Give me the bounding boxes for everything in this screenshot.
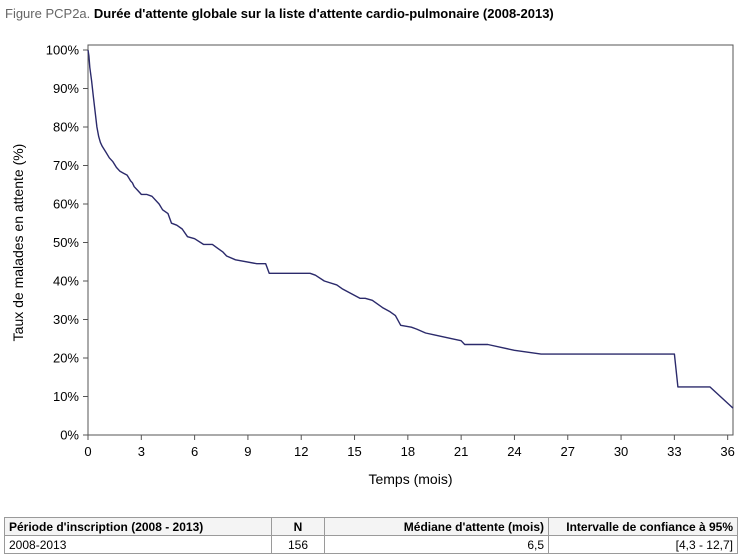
cell-ci: [4,3 - 12,7]	[548, 535, 738, 554]
x-tick-label: 9	[244, 444, 251, 459]
y-tick-label: 60%	[53, 197, 79, 212]
y-tick-label: 80%	[53, 120, 79, 135]
figure-number: Figure PCP2a.	[5, 6, 91, 21]
y-tick-label: 40%	[53, 274, 79, 289]
x-tick-label: 18	[401, 444, 415, 459]
y-axis-title: Taux de malades en attente (%)	[10, 144, 26, 342]
series-layer	[87, 49, 734, 409]
x-axis: 0 3 6 9 12 15 18 21 24 27 30 33 36	[84, 435, 735, 459]
summary-table: Période d'inscription (2008 - 2013) N Mé…	[4, 517, 738, 554]
header-period: Période d'inscription (2008 - 2013)	[4, 517, 272, 536]
x-tick-label: 3	[138, 444, 145, 459]
plot-frame	[87, 44, 734, 436]
x-tick-label: 33	[667, 444, 681, 459]
header-ci: Intervalle de confiance à 95%	[548, 517, 738, 536]
table-header-row: Période d'inscription (2008 - 2013) N Mé…	[4, 517, 738, 536]
cell-median: 6,5	[324, 535, 549, 554]
y-tick-label: 10%	[53, 389, 79, 404]
x-tick-label: 27	[561, 444, 575, 459]
x-tick-label: 24	[507, 444, 521, 459]
figure-title: Figure PCP2a. Durée d'attente globale su…	[5, 6, 554, 21]
x-tick-label: 12	[294, 444, 308, 459]
y-tick-label: 20%	[53, 351, 79, 366]
cell-n: 156	[271, 535, 325, 554]
figure-title-text: Durée d'attente globale sur la liste d'a…	[93, 6, 554, 21]
y-tick-label: 100%	[46, 43, 80, 58]
x-axis-title: Temps (mois)	[368, 471, 452, 487]
x-tick-label: 21	[454, 444, 468, 459]
y-axis: 0% 10% 20% 30% 40% 50% 60% 70% 80% 90% 100%	[46, 43, 88, 443]
y-tick-label: 0%	[60, 428, 79, 443]
y-tick-label: 50%	[53, 235, 79, 250]
x-tick-label: 6	[191, 444, 198, 459]
survival-chart: 0%10%20%30%40%50%60%70%80%90%100% 0 3 6 9 12…	[10, 43, 735, 488]
y-tick-label: 90%	[53, 81, 79, 96]
survival-curve	[87, 49, 734, 409]
y-tick-label: 30%	[53, 312, 79, 327]
y-tick-label: 70%	[53, 158, 79, 173]
x-tick-label: 0	[84, 444, 91, 459]
x-tick-label: 15	[347, 444, 361, 459]
table-row: 2008-2013 156 6,5 [4,3 - 12,7]	[4, 535, 738, 554]
cell-period: 2008-2013	[4, 535, 272, 554]
plot-border	[87, 44, 734, 436]
header-median: Médiane d'attente (mois)	[324, 517, 549, 536]
header-n: N	[271, 517, 325, 536]
x-tick-label: 36	[720, 444, 734, 459]
x-tick-label: 30	[614, 444, 628, 459]
